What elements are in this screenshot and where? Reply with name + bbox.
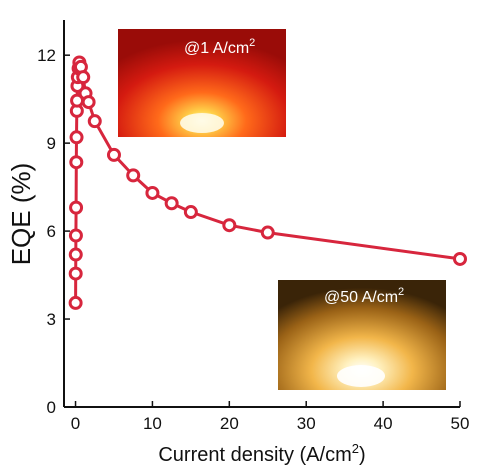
y-axis-ticks: 0 3 6 9 12	[37, 46, 70, 417]
data-point	[76, 70, 91, 85]
data-point	[453, 251, 467, 266]
x-tick-label: 50	[451, 414, 470, 433]
x-axis-ticks: 0 10 20 30 40 50	[71, 401, 470, 433]
inset-1a-led-glow	[180, 113, 224, 133]
x-axis-title: Current density (A/cm2)	[158, 441, 365, 466]
y-tick-label: 3	[47, 310, 56, 329]
data-point	[145, 185, 160, 200]
x-tick-label: 30	[297, 414, 316, 433]
y-axis-title: EQE (%)	[6, 163, 36, 266]
data-point	[69, 200, 84, 215]
y-tick-label: 6	[47, 222, 56, 241]
data-point	[222, 218, 237, 233]
data-point	[68, 266, 83, 281]
data-point	[68, 247, 83, 262]
data-point	[164, 196, 179, 211]
data-point	[183, 205, 198, 220]
x-tick-label: 20	[220, 414, 239, 433]
inset-50a-led-glow	[337, 365, 385, 387]
inset-1a-label: @1 A/cm2	[184, 37, 255, 57]
inset-50a: @50 A/cm2	[278, 280, 446, 390]
data-point	[81, 95, 96, 110]
inset-50a-label: @50 A/cm2	[324, 286, 404, 306]
data-point	[69, 155, 84, 170]
data-point	[68, 228, 83, 243]
x-tick-label: 10	[143, 414, 162, 433]
data-point	[87, 114, 102, 129]
axes: 0 10 20 30 40 50 0 3 6 9 12	[37, 20, 469, 433]
x-tick-label: 40	[374, 414, 393, 433]
inset-1a: @1 A/cm2	[118, 29, 286, 137]
data-point	[106, 147, 121, 162]
y-tick-label: 9	[47, 134, 56, 153]
y-tick-label: 0	[47, 398, 56, 417]
y-tick-label: 12	[37, 46, 56, 65]
x-tick-label: 0	[71, 414, 80, 433]
data-point	[69, 130, 84, 145]
data-point	[260, 225, 275, 240]
data-point	[126, 168, 141, 183]
series-layer	[68, 55, 467, 310]
data-point	[68, 295, 83, 310]
